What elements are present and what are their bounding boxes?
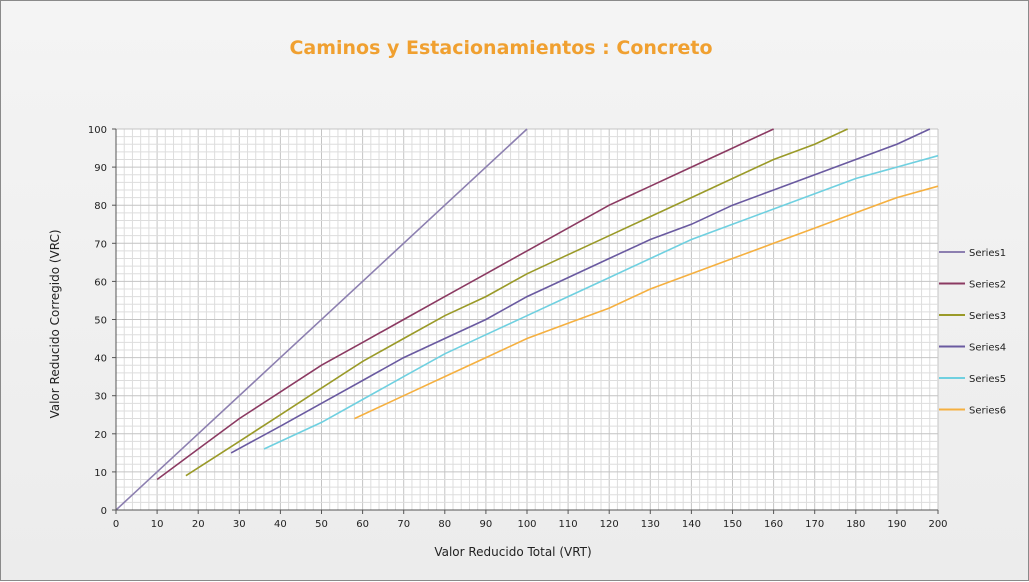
legend-label-4: Series4 [969, 343, 1006, 354]
x-tick-label: 90 [480, 519, 493, 530]
x-tick-label: 70 [397, 519, 410, 530]
legend-label-1: Series1 [969, 248, 1006, 259]
y-tick-label: 10 [94, 468, 107, 479]
y-tick-label: 60 [94, 277, 107, 288]
series-line-5 [263, 154, 939, 450]
series-line-6 [354, 185, 939, 420]
x-tick-label: 150 [723, 519, 742, 530]
x-tick-label: 10 [151, 519, 164, 530]
y-tick-label: 20 [94, 430, 107, 441]
y-tick-label: 90 [94, 163, 107, 174]
x-tick-label: 40 [274, 519, 287, 530]
x-tick-label: 180 [846, 519, 865, 530]
x-tick-label: 100 [517, 519, 536, 530]
y-tick-label: 80 [94, 201, 107, 212]
x-tick-label: 110 [559, 519, 578, 530]
y-tick-label: 70 [94, 239, 107, 250]
y-axis-label: Valor Reducido Corregido (VRC) [48, 229, 62, 418]
x-tick-label: 0 [113, 519, 119, 530]
y-tick-label: 40 [94, 354, 107, 365]
axes: 0 10 20 30 40 50 60 70 80 90 100 110 120 130 140 150 160… [88, 125, 948, 530]
x-tick-label: 50 [315, 519, 328, 530]
x-tick-label: 120 [600, 519, 619, 530]
x-tick-label: 170 [805, 519, 824, 530]
x-tick-label: 60 [356, 519, 369, 530]
y-tick-label: 50 [94, 316, 107, 327]
x-tick-label: 130 [641, 519, 660, 530]
x-tick-label: 190 [887, 519, 906, 530]
x-tick-label: 160 [764, 519, 783, 530]
x-tick-label: 200 [928, 519, 947, 530]
chart-title: Caminos y Estacionamientos : Concreto [289, 37, 712, 59]
x-tick-label: 20 [192, 519, 205, 530]
x-axis-label: Valor Reducido Total (VRT) [434, 545, 591, 559]
y-tick-label: 100 [88, 125, 107, 136]
series-line-1 [115, 128, 528, 511]
y-tick-label: 30 [94, 392, 107, 403]
series-line-4 [230, 128, 931, 454]
x-tick-label: 30 [233, 519, 246, 530]
y-tick-label: 0 [101, 506, 107, 517]
legend-label-3: Series3 [969, 311, 1006, 322]
legend-label-6: Series6 [969, 406, 1006, 417]
series-line-2 [156, 128, 774, 481]
x-tick-label: 140 [682, 519, 701, 530]
x-tick-label: 80 [438, 519, 451, 530]
legend-label-5: Series5 [969, 374, 1006, 385]
legend-label-2: Series2 [969, 280, 1006, 291]
series-line-3 [185, 128, 848, 477]
series-layer [115, 128, 939, 511]
legend: Series1 Series2 Series3 Series4 Series5 Serie… [939, 248, 1006, 417]
grid [115, 128, 939, 511]
